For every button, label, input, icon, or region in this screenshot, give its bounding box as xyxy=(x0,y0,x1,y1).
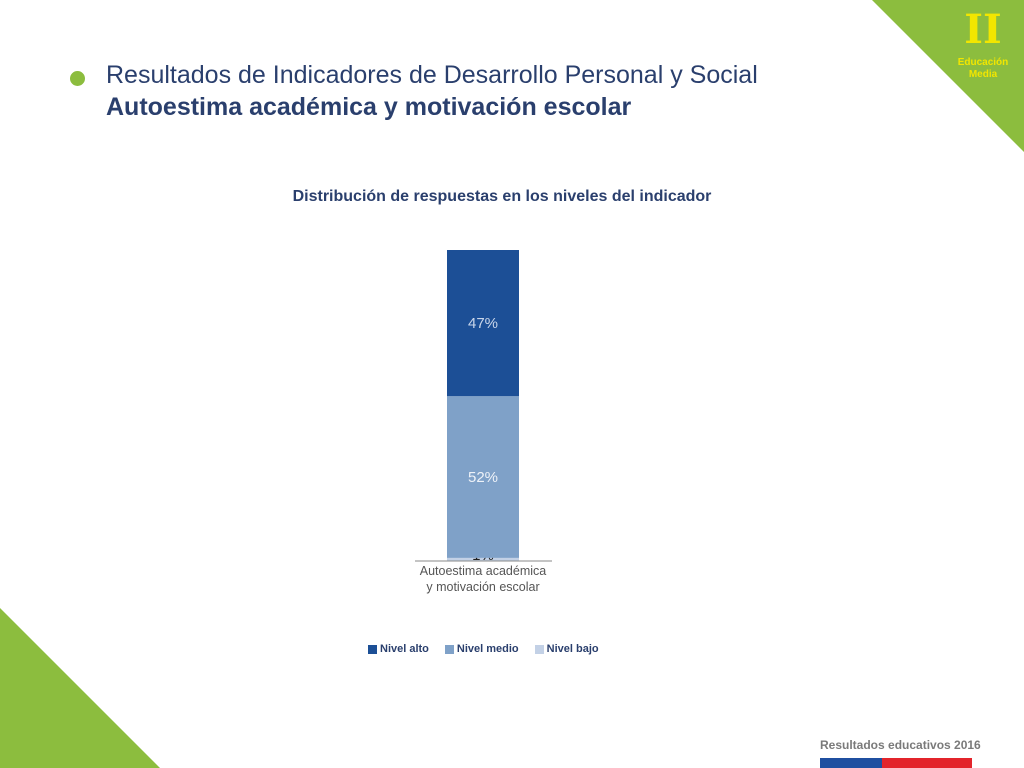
page-subtitle: Autoestima académica y motivación escola… xyxy=(106,93,632,121)
legend-item-nivel-medio: Nivel medio xyxy=(444,643,519,655)
legend-swatch-nivel-medio xyxy=(444,644,454,654)
data-label-nivel-alto: 47% xyxy=(468,315,498,332)
legend-swatch-nivel-bajo xyxy=(534,644,544,654)
legend-swatch-nivel-alto xyxy=(368,644,377,654)
footer-caption: Resultados educativos 2016 xyxy=(820,738,981,752)
level-badge-label: Educación Media xyxy=(945,57,1021,81)
legend-item-nivel-alto: Nivel alto xyxy=(368,643,429,655)
level-badge-label-line1: Educación xyxy=(957,57,1009,68)
level-badge-roman: II xyxy=(964,6,1002,53)
legend-item-nivel-bajo: Nivel bajo xyxy=(534,643,599,655)
level-badge-label-line2: Media xyxy=(968,69,998,80)
bar-segment-nivel-medio xyxy=(447,396,519,558)
category-tick-label-line1: Autoestima académica xyxy=(420,564,547,578)
footer-flag-blue xyxy=(820,758,882,768)
bar-segment-nivel-bajo xyxy=(447,557,519,561)
chart-title: Distribución de respuestas en los nivele… xyxy=(292,188,712,205)
category-tick-label-line2: y motivación escolar xyxy=(426,580,539,594)
chart-legend: Nivel alto Nivel medio Nivel bajo xyxy=(368,643,599,655)
legend-label-nivel-bajo: Nivel bajo xyxy=(546,643,599,655)
title-bullet-icon xyxy=(70,71,85,86)
legend-label-nivel-alto: Nivel alto xyxy=(380,643,429,655)
bar-segment-nivel-alto xyxy=(447,250,519,397)
data-label-nivel-medio: 52% xyxy=(468,469,498,486)
page-title: Resultados de Indicadores de Desarrollo … xyxy=(106,61,758,89)
footer-flag-red xyxy=(882,758,972,768)
legend-label-nivel-medio: Nivel medio xyxy=(456,643,519,655)
